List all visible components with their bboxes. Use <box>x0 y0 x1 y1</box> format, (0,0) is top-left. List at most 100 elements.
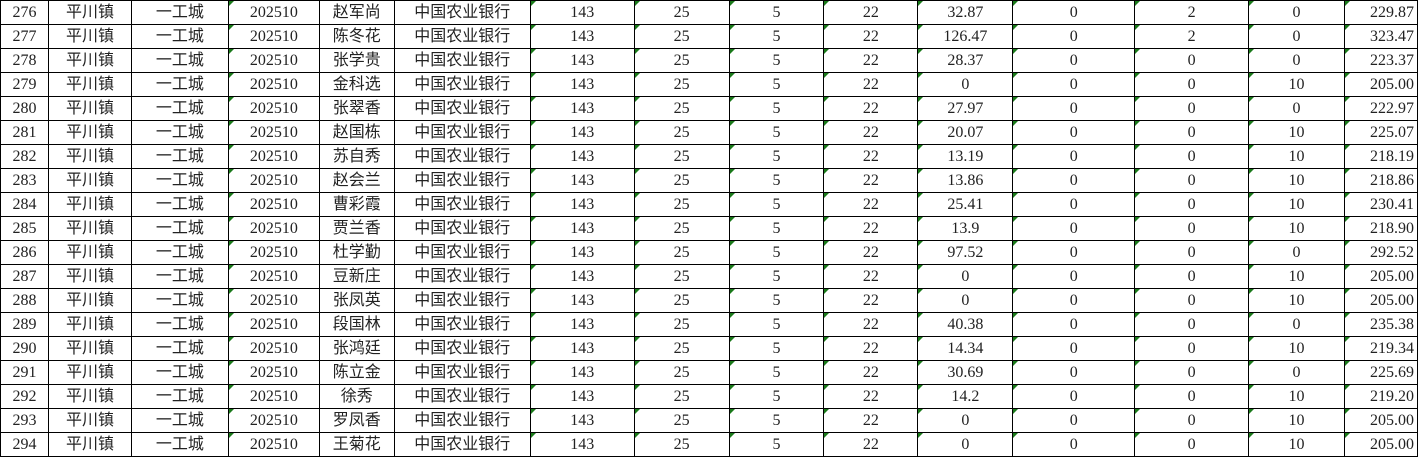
cell-col-5[interactable]: 5 <box>728 96 825 121</box>
cell-village[interactable]: 一工城 <box>130 384 229 409</box>
cell-col-extra[interactable]: 10 <box>1248 72 1345 97</box>
cell-col-subsidy[interactable]: 0 <box>1134 288 1250 313</box>
cell-col-22[interactable]: 22 <box>823 48 919 73</box>
cell-bank[interactable]: 中国农业银行 <box>393 216 531 241</box>
cell-period[interactable]: 202510 <box>227 96 320 121</box>
cell-col-143[interactable]: 143 <box>529 264 635 289</box>
cell-col-25[interactable]: 25 <box>633 96 730 121</box>
cell-col-22[interactable]: 22 <box>823 144 919 169</box>
cell-row-number[interactable]: 286 <box>0 240 49 265</box>
cell-village[interactable]: 一工城 <box>130 0 229 25</box>
cell-total[interactable]: 218.90 <box>1343 216 1418 241</box>
cell-town[interactable]: 平川镇 <box>47 72 132 97</box>
cell-period[interactable]: 202510 <box>227 72 320 97</box>
cell-period[interactable]: 202510 <box>227 0 320 25</box>
cell-col-zero[interactable]: 0 <box>1012 408 1136 433</box>
cell-row-number[interactable]: 288 <box>0 288 49 313</box>
cell-bank[interactable]: 中国农业银行 <box>393 168 531 193</box>
cell-col-5[interactable]: 5 <box>728 72 825 97</box>
cell-col-143[interactable]: 143 <box>529 144 635 169</box>
cell-name[interactable]: 赵军尚 <box>318 0 395 25</box>
cell-period[interactable]: 202510 <box>227 24 320 49</box>
cell-bank[interactable]: 中国农业银行 <box>393 408 531 433</box>
cell-total[interactable]: 218.86 <box>1343 168 1418 193</box>
cell-col-extra[interactable]: 10 <box>1248 120 1345 145</box>
cell-total[interactable]: 219.34 <box>1343 336 1418 361</box>
cell-amount[interactable]: 30.69 <box>917 360 1014 385</box>
cell-col-zero[interactable]: 0 <box>1012 144 1136 169</box>
cell-col-extra[interactable]: 0 <box>1248 24 1345 49</box>
cell-amount[interactable]: 25.41 <box>917 192 1014 217</box>
cell-row-number[interactable]: 281 <box>0 120 49 145</box>
cell-amount[interactable]: 32.87 <box>917 0 1014 25</box>
cell-col-25[interactable]: 25 <box>633 0 730 25</box>
cell-col-extra[interactable]: 0 <box>1248 0 1345 25</box>
cell-amount[interactable]: 0 <box>917 72 1014 97</box>
cell-town[interactable]: 平川镇 <box>47 120 132 145</box>
cell-col-22[interactable]: 22 <box>823 0 919 25</box>
cell-total[interactable]: 292.52 <box>1343 240 1418 265</box>
cell-bank[interactable]: 中国农业银行 <box>393 240 531 265</box>
cell-period[interactable]: 202510 <box>227 408 320 433</box>
cell-amount[interactable]: 28.37 <box>917 48 1014 73</box>
cell-col-extra[interactable]: 10 <box>1248 168 1345 193</box>
cell-row-number[interactable]: 282 <box>0 144 49 169</box>
cell-col-zero[interactable]: 0 <box>1012 384 1136 409</box>
cell-col-zero[interactable]: 0 <box>1012 0 1136 25</box>
cell-row-number[interactable]: 291 <box>0 360 49 385</box>
cell-col-25[interactable]: 25 <box>633 336 730 361</box>
cell-row-number[interactable]: 292 <box>0 384 49 409</box>
cell-col-zero[interactable]: 0 <box>1012 264 1136 289</box>
cell-row-number[interactable]: 294 <box>0 432 49 457</box>
cell-amount[interactable]: 40.38 <box>917 312 1014 337</box>
cell-name[interactable]: 赵会兰 <box>318 168 395 193</box>
cell-total[interactable]: 323.47 <box>1343 24 1418 49</box>
cell-row-number[interactable]: 289 <box>0 312 49 337</box>
cell-col-5[interactable]: 5 <box>728 240 825 265</box>
cell-amount[interactable]: 13.86 <box>917 168 1014 193</box>
cell-town[interactable]: 平川镇 <box>47 336 132 361</box>
cell-col-22[interactable]: 22 <box>823 288 919 313</box>
cell-col-25[interactable]: 25 <box>633 264 730 289</box>
cell-col-zero[interactable]: 0 <box>1012 120 1136 145</box>
cell-total[interactable]: 219.20 <box>1343 384 1418 409</box>
cell-bank[interactable]: 中国农业银行 <box>393 264 531 289</box>
cell-col-143[interactable]: 143 <box>529 120 635 145</box>
cell-col-extra[interactable]: 0 <box>1248 312 1345 337</box>
cell-col-zero[interactable]: 0 <box>1012 288 1136 313</box>
cell-period[interactable]: 202510 <box>227 288 320 313</box>
cell-col-extra[interactable]: 0 <box>1248 240 1345 265</box>
cell-total[interactable]: 222.97 <box>1343 96 1418 121</box>
cell-town[interactable]: 平川镇 <box>47 48 132 73</box>
cell-amount[interactable]: 0 <box>917 264 1014 289</box>
cell-town[interactable]: 平川镇 <box>47 240 132 265</box>
cell-town[interactable]: 平川镇 <box>47 24 132 49</box>
cell-col-zero[interactable]: 0 <box>1012 48 1136 73</box>
cell-amount[interactable]: 0 <box>917 432 1014 457</box>
cell-col-subsidy[interactable]: 0 <box>1134 360 1250 385</box>
cell-col-143[interactable]: 143 <box>529 192 635 217</box>
cell-town[interactable]: 平川镇 <box>47 288 132 313</box>
cell-town[interactable]: 平川镇 <box>47 264 132 289</box>
cell-col-25[interactable]: 25 <box>633 168 730 193</box>
cell-col-zero[interactable]: 0 <box>1012 336 1136 361</box>
cell-col-zero[interactable]: 0 <box>1012 24 1136 49</box>
cell-col-25[interactable]: 25 <box>633 240 730 265</box>
cell-total[interactable]: 225.69 <box>1343 360 1418 385</box>
cell-bank[interactable]: 中国农业银行 <box>393 24 531 49</box>
cell-town[interactable]: 平川镇 <box>47 168 132 193</box>
cell-total[interactable]: 205.00 <box>1343 72 1418 97</box>
cell-col-zero[interactable]: 0 <box>1012 240 1136 265</box>
cell-name[interactable]: 张鸿廷 <box>318 336 395 361</box>
cell-col-subsidy[interactable]: 0 <box>1134 240 1250 265</box>
cell-col-143[interactable]: 143 <box>529 240 635 265</box>
cell-col-zero[interactable]: 0 <box>1012 96 1136 121</box>
cell-bank[interactable]: 中国农业银行 <box>393 384 531 409</box>
cell-village[interactable]: 一工城 <box>130 48 229 73</box>
cell-col-subsidy[interactable]: 0 <box>1134 408 1250 433</box>
cell-village[interactable]: 一工城 <box>130 96 229 121</box>
cell-village[interactable]: 一工城 <box>130 72 229 97</box>
cell-village[interactable]: 一工城 <box>130 120 229 145</box>
cell-amount[interactable]: 126.47 <box>917 24 1014 49</box>
cell-amount[interactable]: 20.07 <box>917 120 1014 145</box>
